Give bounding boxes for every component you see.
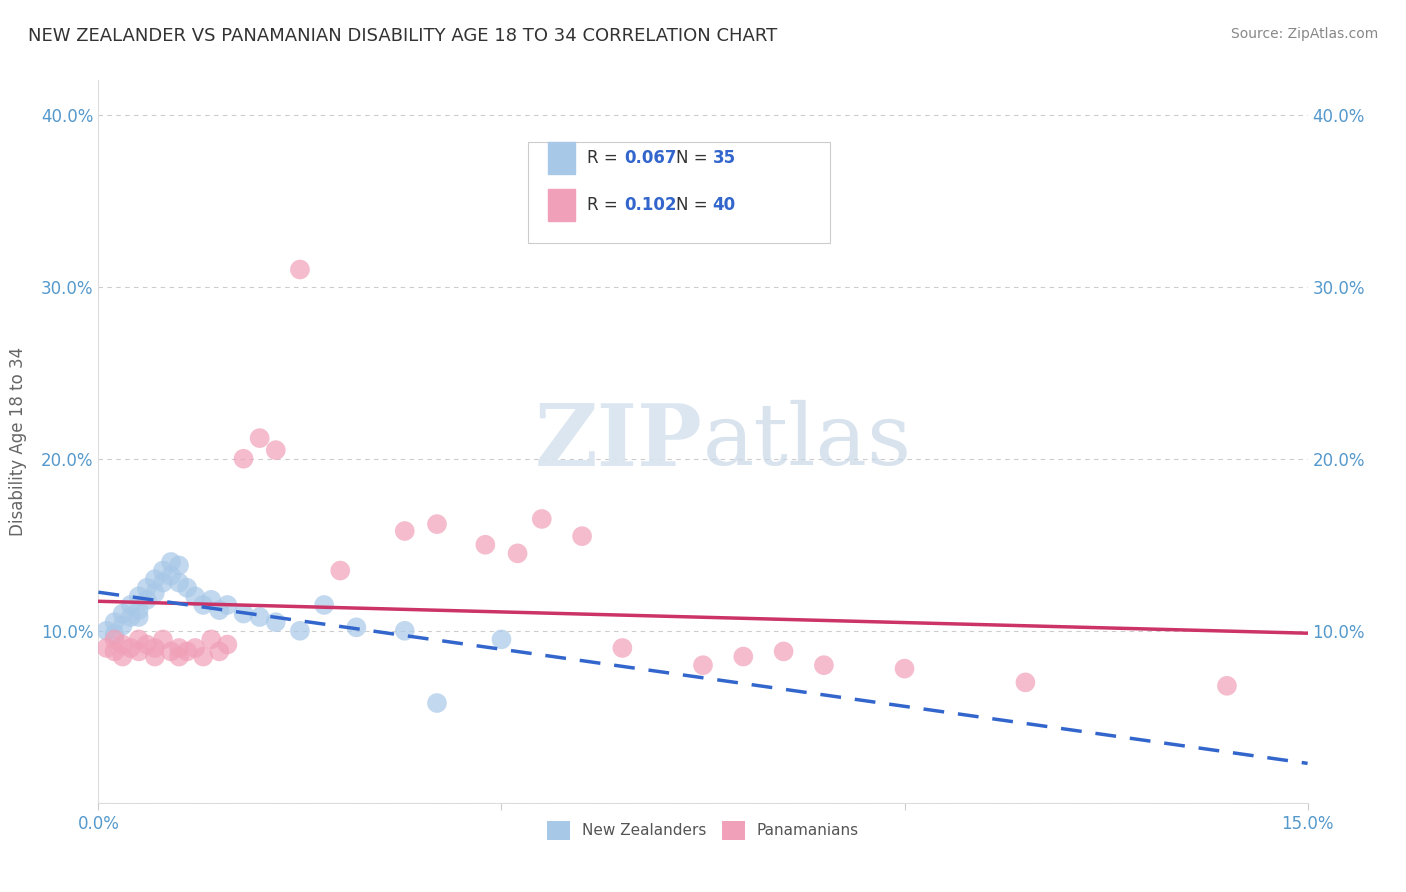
Point — [692, 658, 714, 673]
Point — [120, 640, 142, 655]
Point — [143, 586, 166, 600]
Point — [111, 618, 134, 632]
Point — [426, 517, 449, 532]
Text: 0.067: 0.067 — [624, 149, 676, 167]
Point — [152, 575, 174, 590]
Point — [167, 649, 190, 664]
Point — [813, 658, 835, 673]
FancyBboxPatch shape — [527, 142, 830, 243]
Point — [193, 649, 215, 664]
Point — [96, 640, 118, 655]
Point — [152, 564, 174, 578]
Point — [128, 603, 150, 617]
Point — [143, 572, 166, 586]
Text: N =: N = — [676, 149, 713, 167]
Point — [394, 624, 416, 638]
Point — [111, 607, 134, 621]
Point — [264, 615, 287, 630]
Legend: New Zealanders, Panamanians: New Zealanders, Panamanians — [541, 815, 865, 846]
Point — [111, 649, 134, 664]
Point — [474, 538, 496, 552]
Point — [143, 649, 166, 664]
Point — [128, 632, 150, 647]
Point — [571, 529, 593, 543]
Bar — [548, 142, 575, 174]
Point — [103, 644, 125, 658]
Point — [612, 640, 634, 655]
Text: 35: 35 — [713, 149, 735, 167]
Point — [96, 624, 118, 638]
Point — [530, 512, 553, 526]
Point — [135, 581, 157, 595]
Text: ZIP: ZIP — [536, 400, 703, 483]
Point — [176, 581, 198, 595]
Point — [1216, 679, 1239, 693]
Point — [111, 638, 134, 652]
Point — [314, 598, 336, 612]
Point — [160, 568, 183, 582]
Point — [426, 696, 449, 710]
Point — [160, 644, 183, 658]
Point — [249, 431, 271, 445]
Point — [120, 610, 142, 624]
Point — [128, 644, 150, 658]
Point — [135, 638, 157, 652]
Text: atlas: atlas — [703, 400, 912, 483]
Point — [200, 592, 222, 607]
Text: R =: R = — [586, 149, 623, 167]
Text: R =: R = — [586, 196, 623, 214]
Point — [772, 644, 794, 658]
Point — [1014, 675, 1036, 690]
Point — [288, 262, 311, 277]
Point — [176, 644, 198, 658]
Point — [232, 607, 254, 621]
Point — [167, 575, 190, 590]
Point — [200, 632, 222, 647]
Point — [184, 640, 207, 655]
Point — [288, 624, 311, 638]
Point — [264, 443, 287, 458]
Point — [160, 555, 183, 569]
Point — [506, 546, 529, 560]
Point — [217, 598, 239, 612]
Point — [208, 603, 231, 617]
Point — [167, 640, 190, 655]
Point — [329, 564, 352, 578]
Point — [103, 627, 125, 641]
Point — [232, 451, 254, 466]
Point — [184, 590, 207, 604]
Point — [128, 590, 150, 604]
Point — [344, 620, 367, 634]
Point — [128, 610, 150, 624]
Point — [491, 632, 513, 647]
Bar — [548, 188, 575, 221]
Point — [193, 598, 215, 612]
Point — [103, 632, 125, 647]
Point — [249, 610, 271, 624]
Point — [152, 632, 174, 647]
Point — [733, 649, 755, 664]
Point — [143, 640, 166, 655]
Text: N =: N = — [676, 196, 713, 214]
Point — [208, 644, 231, 658]
Text: 40: 40 — [713, 196, 735, 214]
Text: NEW ZEALANDER VS PANAMANIAN DISABILITY AGE 18 TO 34 CORRELATION CHART: NEW ZEALANDER VS PANAMANIAN DISABILITY A… — [28, 27, 778, 45]
Point — [893, 662, 915, 676]
Point — [120, 598, 142, 612]
Text: 0.102: 0.102 — [624, 196, 676, 214]
Point — [103, 615, 125, 630]
Point — [394, 524, 416, 538]
Y-axis label: Disability Age 18 to 34: Disability Age 18 to 34 — [10, 347, 27, 536]
Point — [167, 558, 190, 573]
Text: Source: ZipAtlas.com: Source: ZipAtlas.com — [1230, 27, 1378, 41]
Point — [217, 638, 239, 652]
Point — [135, 592, 157, 607]
